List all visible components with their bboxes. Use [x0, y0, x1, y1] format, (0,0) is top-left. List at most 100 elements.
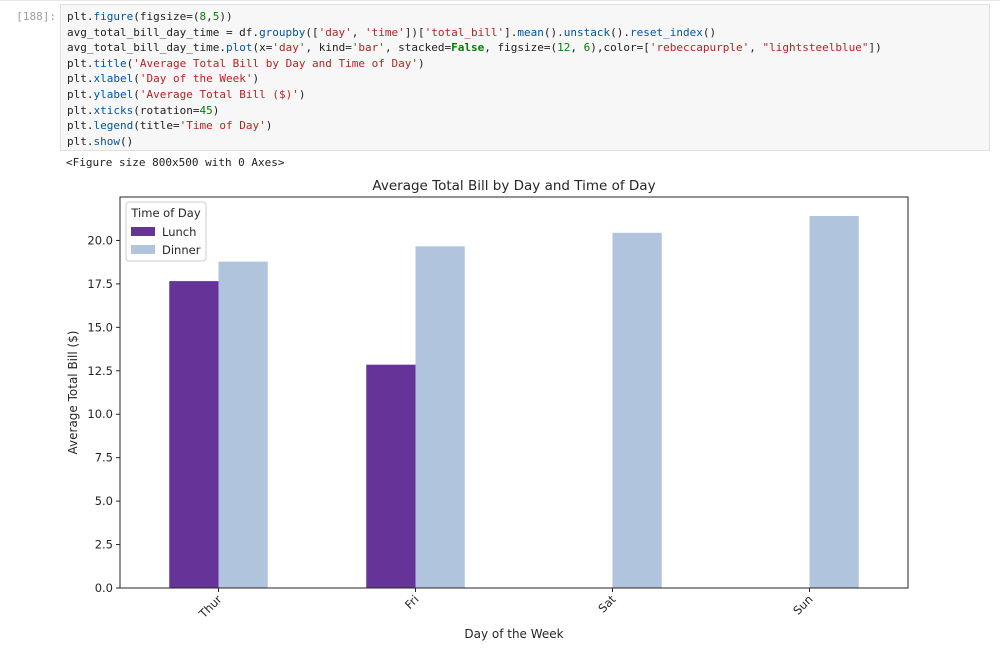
code-token: , kind=	[305, 41, 352, 55]
code-token: (figsize=(	[133, 10, 200, 23]
code-token: plt.	[67, 10, 94, 23]
top-border	[0, 0, 1000, 1]
y-axis-label: Average Total Bill ($)	[66, 331, 80, 455]
code-token: xticks	[93, 103, 134, 117]
chart-title: Average Total Bill by Day and Time of Da…	[372, 178, 655, 194]
y-tick-label: 17.5	[87, 277, 113, 291]
code-token: ylabel	[93, 87, 134, 101]
code-token: 'total_bill'	[424, 25, 505, 39]
code-line: plt.title('Average Total Bill by Day and…	[67, 57, 425, 70]
bar-chart: Average Total Bill by Day and Time of Da…	[66, 178, 909, 641]
x-tick-label: Sun	[790, 592, 815, 617]
legend-label-dinner: Dinner	[162, 243, 201, 257]
code-token: (x=	[252, 41, 273, 55]
code-token: plot	[225, 41, 253, 55]
code-token: )	[252, 72, 260, 86]
code-token: plt.	[67, 134, 94, 148]
code-token: 12	[557, 41, 571, 55]
legend-swatch-dinner	[131, 245, 155, 254]
code-token: 'Average Total Bill by Day and Time of D…	[133, 56, 419, 70]
code-token: 5	[212, 10, 220, 23]
code-token: plt.	[67, 103, 94, 117]
code-token: mean	[517, 25, 544, 39]
cell-execution-count: [188]:	[16, 10, 56, 23]
code-token: plt.	[67, 56, 94, 70]
x-axis-label: Day of the Week	[464, 627, 563, 641]
code-token: "lightsteelblue"	[762, 41, 869, 55]
code-cell-input[interactable]: plt.figure(figsize=(8,5)) avg_total_bill…	[60, 4, 990, 151]
code-token: 'day'	[318, 25, 352, 39]
code-token: ()	[120, 134, 134, 148]
code-token: reset_index	[630, 25, 703, 39]
code-token: ().	[610, 25, 631, 39]
code-token: 'day'	[272, 41, 306, 55]
code-token: )	[212, 103, 220, 117]
code-token: ,	[749, 41, 763, 55]
code-token: plt.	[67, 87, 94, 101]
code-token: 'Day of the Week'	[139, 72, 253, 86]
y-tick-label: 2.5	[95, 538, 113, 552]
code-line: avg_total_bill_day_time = df.groupby(['d…	[67, 26, 716, 39]
code-token: 'bar'	[351, 41, 385, 55]
code-token: , stacked=	[384, 41, 452, 55]
bar-lunch-thur	[169, 281, 219, 588]
bar-dinner-fri	[415, 246, 465, 588]
code-token: title	[93, 56, 127, 70]
y-tick-label: 15.0	[87, 320, 113, 334]
y-tick-label: 12.5	[87, 364, 113, 378]
code-line: plt.xticks(rotation=45)	[67, 104, 219, 117]
code-token: 6	[583, 41, 591, 55]
code-editor[interactable]: plt.figure(figsize=(8,5)) avg_total_bill…	[67, 9, 882, 149]
code-token: (title=	[133, 119, 180, 133]
code-token: unstack	[563, 25, 611, 39]
y-tick-label: 7.5	[95, 451, 113, 465]
code-token: )	[418, 56, 425, 70]
code-token: 'rebeccapurple'	[649, 41, 750, 55]
code-token: (	[126, 56, 134, 70]
x-tick-label: Sat	[595, 592, 619, 616]
code-token: (	[133, 87, 140, 101]
y-tick-label: 5.0	[95, 494, 113, 508]
code-token: groupby	[259, 25, 306, 39]
bar-lunch-fri	[366, 364, 416, 588]
code-line: plt.ylabel('Average Total Bill ($)')	[67, 88, 305, 101]
cell-stdout: <Figure size 800x500 with 0 Axes>	[66, 156, 285, 169]
x-tick-label: Thur	[195, 592, 224, 621]
code-token: plt.	[67, 119, 94, 133]
code-token: xlabel	[93, 72, 134, 86]
code-token: legend	[93, 119, 134, 133]
code-token: False	[451, 41, 485, 55]
code-token: avg_total_bill_day_time.	[67, 41, 226, 55]
code-token: 'Average Total Bill ($)'	[139, 87, 299, 101]
code-token: ,	[570, 41, 584, 55]
code-token: figure	[93, 10, 134, 23]
code-token: (	[133, 72, 140, 86]
code-token: 'Time of Day'	[179, 119, 266, 133]
code-token: )	[298, 87, 306, 101]
code-line: plt.show()	[67, 135, 133, 148]
code-token: avg_total_bill_day_time = df.	[67, 25, 260, 39]
plot-frame	[119, 196, 909, 589]
code-token: )	[265, 119, 273, 133]
bar-dinner-thur	[218, 261, 268, 588]
code-token: 8	[199, 10, 207, 23]
code-token: ])[	[404, 25, 425, 39]
legend: Time of Day Lunch Dinner	[125, 201, 207, 262]
code-line: plt.figure(figsize=(8,5))	[67, 10, 233, 23]
code-token: show	[93, 134, 121, 148]
code-line: avg_total_bill_day_time.plot(x='day', ki…	[67, 41, 882, 54]
code-token: plt.	[67, 72, 94, 86]
y-tick-label: 20.0	[87, 233, 113, 247]
code-token: ([	[305, 25, 319, 39]
code-line: plt.legend(title='Time of Day')	[67, 119, 272, 132]
bar-dinner-sun	[809, 215, 859, 588]
y-tick-label: 0.0	[95, 581, 113, 595]
code-token: ))	[219, 10, 233, 23]
code-token: ().	[543, 25, 564, 39]
y-tick-label: 10.0	[87, 407, 113, 421]
code-line: plt.xlabel('Day of the Week')	[67, 72, 259, 85]
code-token: ,	[206, 10, 213, 23]
code-token: ,	[351, 25, 366, 39]
code-token: , figsize=(	[484, 41, 558, 55]
legend-label-lunch: Lunch	[162, 225, 196, 239]
